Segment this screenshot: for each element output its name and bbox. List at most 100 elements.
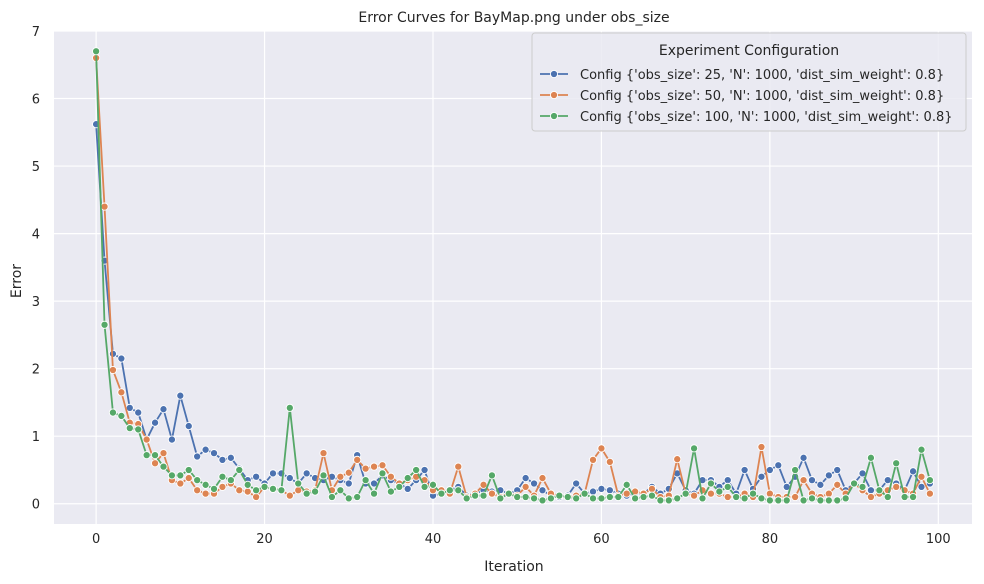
y-tick-label: 5: [32, 160, 40, 175]
data-point: [445, 486, 454, 495]
data-point: [605, 492, 614, 502]
data-point: [386, 472, 395, 481]
data-point: [866, 453, 875, 462]
data-point: [420, 482, 429, 491]
data-point: [117, 411, 126, 421]
data-point: [378, 461, 387, 470]
data-point: [395, 482, 404, 491]
series-line: [95, 51, 931, 502]
data-point: [538, 496, 547, 505]
legend: Experiment Configuration Config {'obs_si…: [531, 32, 967, 132]
data-point: [631, 494, 640, 503]
data-point: [201, 480, 210, 489]
data-point: [723, 482, 732, 491]
data-point: [437, 489, 446, 498]
data-point: [740, 465, 749, 475]
data-point: [833, 465, 842, 475]
data-point: [353, 492, 362, 502]
data-point: [656, 496, 665, 505]
data-point: [664, 496, 673, 505]
y-tick-label: 1: [32, 430, 40, 445]
legend-label: Config {'obs_size': 100, 'N': 1000, 'dis…: [580, 110, 953, 125]
x-tick-label: 100: [926, 532, 951, 547]
data-point: [824, 496, 833, 505]
data-point: [757, 472, 766, 481]
data-point: [909, 467, 918, 476]
data-point: [774, 496, 783, 505]
data-point: [209, 484, 219, 493]
legend-swatch-marker: [549, 90, 559, 100]
data-point: [597, 484, 606, 493]
data-point: [597, 494, 606, 503]
data-point: [319, 471, 328, 480]
x-tick-label: 40: [425, 532, 442, 547]
data-point: [412, 465, 421, 475]
data-point: [226, 453, 235, 462]
grid: [54, 30, 972, 524]
data-point: [538, 486, 547, 495]
data-point: [723, 476, 732, 485]
data-point: [681, 489, 690, 498]
data-point: [353, 455, 362, 464]
legend-item-3: Config {'obs_size': 100, 'N': 1000, 'dis…: [540, 110, 953, 125]
data-point: [218, 472, 227, 481]
legend-title: Experiment Configuration: [659, 43, 839, 59]
data-point: [184, 465, 193, 475]
data-point: [108, 408, 117, 417]
data-point: [302, 469, 311, 478]
data-point: [757, 494, 766, 503]
x-tick-label: 0: [92, 532, 100, 547]
data-point: [344, 479, 353, 488]
data-point: [252, 472, 261, 481]
data-point: [572, 494, 581, 503]
series-3: [92, 47, 934, 505]
x-tick-label: 80: [762, 532, 779, 547]
data-point: [580, 489, 589, 498]
data-point: [732, 492, 741, 502]
data-point: [420, 465, 429, 475]
data-point: [134, 425, 143, 434]
data-point: [546, 494, 555, 503]
data-point: [866, 492, 875, 502]
data-point: [521, 482, 530, 491]
data-point: [403, 474, 412, 483]
data-point: [757, 442, 766, 452]
data-point: [563, 492, 572, 502]
legend-item-1: Config {'obs_size': 25, 'N': 1000, 'dist…: [540, 68, 944, 83]
data-point: [521, 492, 530, 502]
data-point: [866, 486, 875, 495]
data-point: [816, 496, 825, 505]
data-point: [403, 484, 412, 493]
data-point: [159, 405, 168, 414]
legend-swatch-marker: [549, 69, 559, 79]
data-point: [184, 474, 193, 483]
data-point: [479, 491, 488, 500]
data-point: [235, 486, 244, 495]
data-point: [858, 482, 867, 491]
data-point: [252, 492, 261, 502]
data-point: [361, 476, 370, 485]
y-tick-label: 2: [32, 363, 40, 378]
data-point: [765, 489, 774, 498]
data-point: [176, 391, 185, 400]
y-tick-label: 4: [32, 228, 40, 243]
data-point: [260, 482, 269, 491]
data-point: [487, 489, 496, 498]
data-point: [833, 496, 842, 505]
data-point: [698, 494, 707, 503]
data-point: [850, 479, 859, 488]
data-point: [176, 479, 185, 488]
data-point: [218, 482, 227, 491]
data-point: [690, 444, 699, 453]
data-point: [765, 496, 774, 505]
data-point: [799, 476, 808, 485]
data-point: [917, 445, 926, 454]
data-point: [496, 494, 505, 503]
data-point: [513, 492, 522, 502]
data-point: [378, 469, 387, 478]
data-point: [799, 496, 808, 505]
data-point: [167, 471, 176, 480]
data-point: [917, 472, 926, 481]
data-point: [883, 476, 892, 485]
